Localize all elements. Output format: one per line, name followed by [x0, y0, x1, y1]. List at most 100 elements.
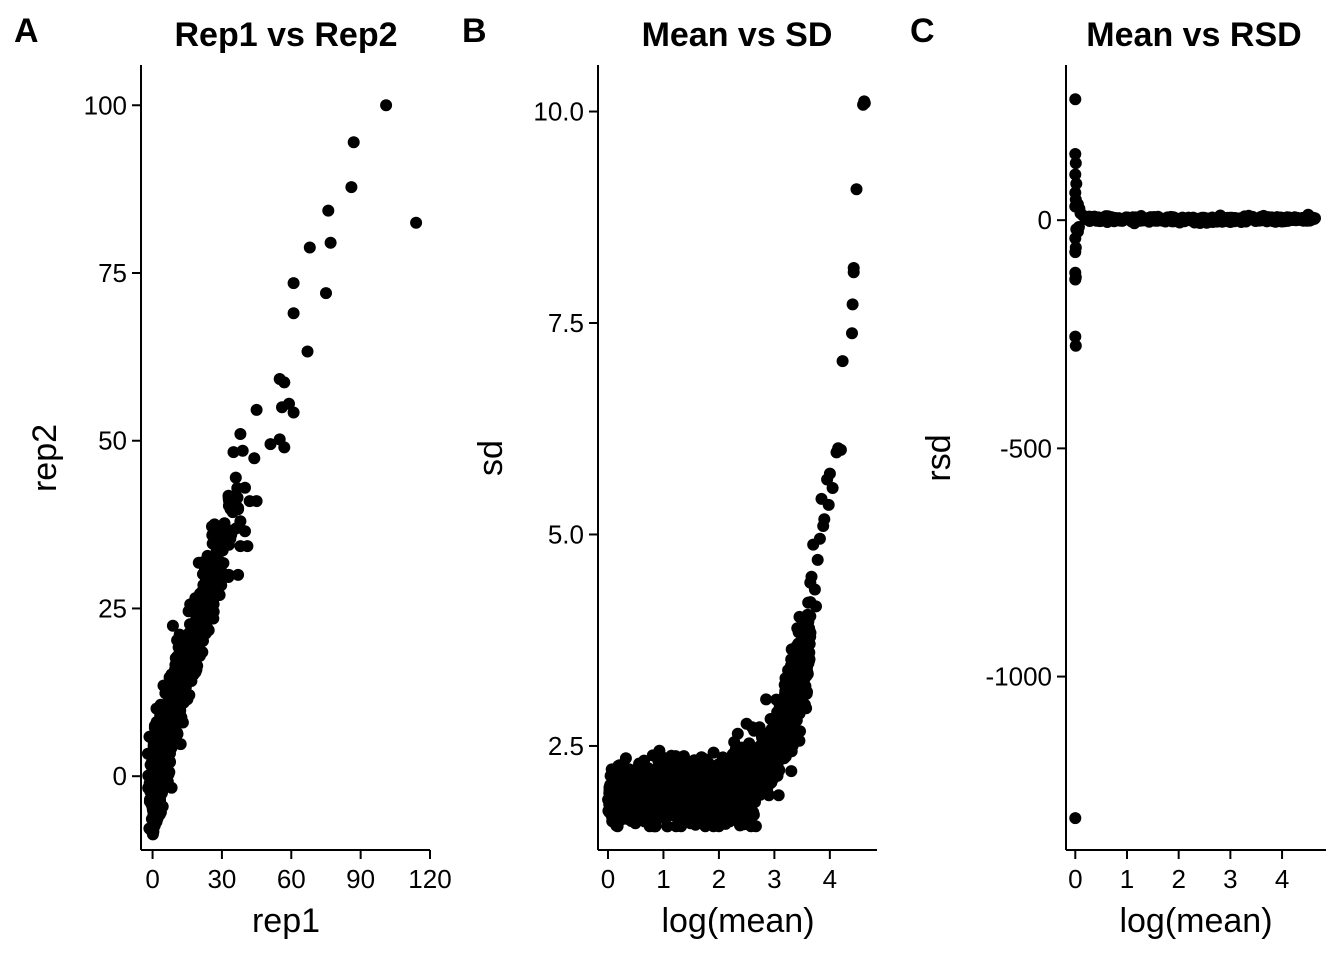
data-point [665, 749, 678, 762]
data-point [193, 649, 206, 662]
data-point [741, 758, 754, 770]
data-point [303, 241, 316, 254]
data-point [611, 820, 624, 833]
data-point [772, 766, 785, 778]
data-point [218, 517, 231, 530]
data-point [741, 777, 754, 790]
x-tick-label: 30 [207, 864, 236, 894]
data-point [192, 556, 205, 569]
data-point [174, 738, 187, 751]
data-point [772, 789, 785, 802]
y-axis-label: sd [472, 440, 510, 476]
y-tick-label: 25 [98, 593, 127, 623]
data-point [633, 786, 645, 799]
data-point [751, 777, 764, 790]
data-point [677, 750, 690, 763]
data-point [1069, 168, 1082, 181]
data-point [748, 768, 761, 781]
data-point [786, 739, 799, 752]
data-point [802, 638, 815, 651]
x-tick-label: 1 [1120, 864, 1134, 894]
data-point [410, 216, 423, 229]
y-tick-label: 7.5 [548, 308, 584, 338]
data-point [671, 785, 684, 798]
data-point [680, 768, 693, 781]
data-point [646, 749, 659, 762]
x-tick-label: 4 [1275, 864, 1289, 894]
chart-title: Rep1 vs Rep2 [175, 16, 398, 54]
data-point [632, 775, 645, 788]
data-point [157, 702, 170, 715]
data-points [1069, 93, 1321, 825]
data-point [380, 99, 393, 112]
data-point [149, 788, 162, 801]
data-point [808, 583, 821, 596]
x-tick-label: 3 [1223, 864, 1237, 894]
data-point [761, 765, 773, 778]
x-tick-label: 0 [601, 864, 615, 894]
data-point [1069, 339, 1082, 352]
data-point [158, 756, 171, 768]
y-tick-label: 0 [1038, 205, 1052, 235]
data-point [347, 136, 360, 149]
data-point [204, 599, 217, 612]
data-point [158, 679, 171, 692]
panel-c: C Mean vs RSD 0 1 2 3 4 -1000 -500 0 log(mean) rsd [910, 12, 1326, 940]
data-point [707, 746, 720, 759]
data-point [836, 355, 849, 368]
data-point [785, 765, 798, 778]
data-point [206, 537, 219, 550]
data-point [850, 183, 863, 196]
y-tick-label: 100 [84, 90, 127, 120]
chart-title: Mean vs RSD [1086, 16, 1301, 54]
panel-letter: C [910, 12, 935, 50]
data-point [222, 499, 235, 512]
y-tick-label: 50 [98, 426, 127, 456]
data-point [846, 327, 858, 340]
data-point [222, 568, 235, 581]
data-point [805, 570, 818, 583]
data-points [602, 95, 871, 833]
data-point [202, 568, 214, 581]
data-point [728, 752, 741, 765]
data-point [610, 773, 623, 786]
data-point [604, 805, 617, 818]
data-point [1079, 211, 1092, 224]
x-tick-label: 0 [1068, 864, 1082, 894]
x-axis-label: rep1 [252, 902, 320, 940]
data-point [1069, 812, 1082, 825]
data-point [731, 787, 744, 800]
data-point [716, 754, 729, 767]
data-point [1309, 212, 1321, 225]
x-axis-label: log(mean) [661, 902, 814, 940]
data-point [241, 540, 254, 553]
x-tick-label: 120 [408, 864, 451, 894]
x-tick-label: 2 [712, 864, 726, 894]
data-point [698, 765, 711, 778]
data-point [239, 481, 251, 494]
data-point [755, 753, 768, 766]
data-point [1069, 273, 1082, 286]
data-point [324, 236, 337, 249]
data-point [658, 798, 671, 811]
data-point [287, 277, 300, 290]
data-point [738, 818, 751, 831]
data-point [1070, 177, 1083, 190]
data-point [696, 801, 709, 814]
data-point [278, 441, 291, 454]
data-point [720, 778, 733, 791]
panel-a: A Rep1 vs Rep2 0 30 60 90 120 0 25 50 75 100 rep1 rep… [14, 12, 452, 940]
chart-title: Mean vs SD [642, 16, 833, 54]
data-point [619, 752, 632, 765]
data-point [746, 810, 759, 823]
data-point [677, 815, 689, 828]
x-axis-label: log(mean) [1119, 902, 1272, 940]
data-point [234, 428, 247, 440]
data-point [236, 444, 249, 457]
data-point [152, 807, 164, 820]
data-point [846, 298, 859, 311]
data-point [649, 794, 661, 807]
x-tick-label: 2 [1171, 864, 1185, 894]
data-point [649, 810, 662, 823]
